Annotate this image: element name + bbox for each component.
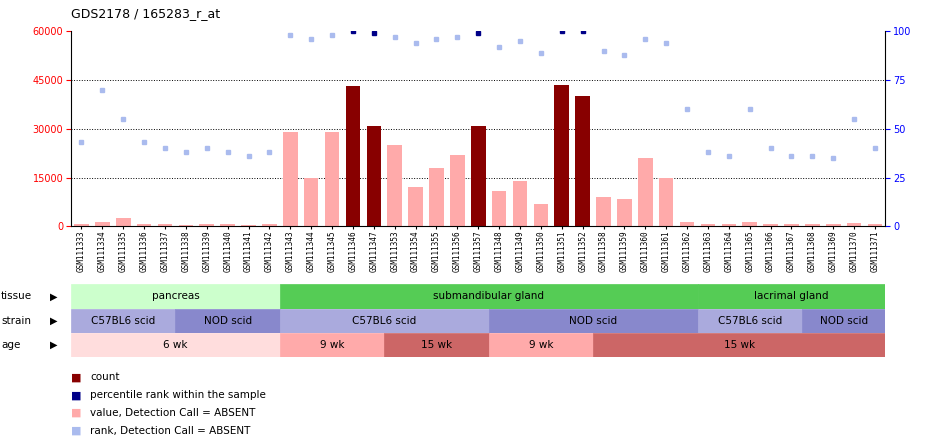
Text: pancreas: pancreas bbox=[152, 291, 199, 301]
Text: 15 wk: 15 wk bbox=[724, 340, 755, 350]
Text: C57BL6 scid: C57BL6 scid bbox=[352, 316, 417, 326]
Bar bbox=[366, 126, 381, 226]
Text: ■: ■ bbox=[70, 373, 81, 382]
Text: 15 wk: 15 wk bbox=[420, 340, 452, 350]
Bar bbox=[597, 197, 611, 226]
Bar bbox=[304, 178, 318, 226]
Bar bbox=[698, 284, 885, 309]
Text: ▶: ▶ bbox=[50, 316, 58, 326]
Bar bbox=[136, 224, 152, 226]
Text: NOD scid: NOD scid bbox=[204, 316, 252, 326]
Bar bbox=[71, 309, 175, 333]
Bar bbox=[698, 309, 802, 333]
Text: age: age bbox=[1, 340, 20, 350]
Bar bbox=[241, 225, 256, 226]
Text: rank, Detection Call = ABSENT: rank, Detection Call = ABSENT bbox=[90, 426, 250, 436]
Bar bbox=[489, 309, 698, 333]
Bar bbox=[701, 225, 715, 226]
Bar bbox=[280, 333, 384, 357]
Text: value, Detection Call = ABSENT: value, Detection Call = ABSENT bbox=[90, 408, 256, 418]
Bar bbox=[262, 225, 277, 226]
Bar bbox=[283, 132, 297, 226]
Bar bbox=[179, 225, 193, 226]
Bar bbox=[554, 85, 569, 226]
Bar bbox=[71, 284, 280, 309]
Bar bbox=[512, 181, 527, 226]
Bar bbox=[867, 224, 883, 226]
Bar bbox=[742, 222, 757, 226]
Text: ■: ■ bbox=[70, 408, 81, 418]
Bar bbox=[346, 87, 360, 226]
Text: count: count bbox=[90, 373, 119, 382]
Bar bbox=[826, 225, 841, 226]
Text: NOD scid: NOD scid bbox=[569, 316, 617, 326]
Text: 9 wk: 9 wk bbox=[528, 340, 553, 350]
Bar bbox=[847, 222, 862, 226]
Bar bbox=[387, 145, 402, 226]
Text: ▶: ▶ bbox=[50, 340, 58, 350]
Bar bbox=[722, 225, 736, 226]
Text: GDS2178 / 165283_r_at: GDS2178 / 165283_r_at bbox=[71, 7, 220, 20]
Text: submandibular gland: submandibular gland bbox=[433, 291, 545, 301]
Bar bbox=[429, 168, 444, 226]
Text: tissue: tissue bbox=[1, 291, 32, 301]
Bar bbox=[489, 333, 593, 357]
Bar bbox=[659, 178, 673, 226]
Text: lacrimal gland: lacrimal gland bbox=[754, 291, 829, 301]
Bar bbox=[280, 284, 698, 309]
Bar bbox=[784, 225, 798, 226]
Bar bbox=[763, 224, 777, 226]
Bar bbox=[384, 333, 489, 357]
Bar bbox=[802, 309, 885, 333]
Text: strain: strain bbox=[1, 316, 31, 326]
Bar bbox=[617, 199, 632, 226]
Text: C57BL6 scid: C57BL6 scid bbox=[91, 316, 155, 326]
Text: 6 wk: 6 wk bbox=[163, 340, 188, 350]
Bar bbox=[221, 225, 235, 226]
Bar bbox=[408, 187, 423, 226]
Bar bbox=[158, 225, 172, 226]
Bar bbox=[280, 309, 489, 333]
Bar bbox=[74, 224, 89, 226]
Bar bbox=[116, 218, 131, 226]
Bar bbox=[471, 126, 486, 226]
Text: ■: ■ bbox=[70, 426, 81, 436]
Bar bbox=[638, 158, 652, 226]
Text: 9 wk: 9 wk bbox=[320, 340, 345, 350]
Text: ■: ■ bbox=[70, 390, 81, 400]
Text: NOD scid: NOD scid bbox=[819, 316, 867, 326]
Bar bbox=[200, 224, 214, 226]
Bar bbox=[491, 190, 507, 226]
Text: C57BL6 scid: C57BL6 scid bbox=[718, 316, 782, 326]
Text: percentile rank within the sample: percentile rank within the sample bbox=[90, 390, 266, 400]
Text: ▶: ▶ bbox=[50, 291, 58, 301]
Bar bbox=[71, 333, 280, 357]
Bar bbox=[533, 204, 548, 226]
Bar bbox=[450, 155, 465, 226]
Bar bbox=[325, 132, 339, 226]
Bar bbox=[175, 309, 280, 333]
Bar bbox=[95, 222, 110, 226]
Bar bbox=[805, 225, 820, 226]
Bar bbox=[680, 222, 694, 226]
Bar bbox=[576, 96, 590, 226]
Bar bbox=[593, 333, 885, 357]
